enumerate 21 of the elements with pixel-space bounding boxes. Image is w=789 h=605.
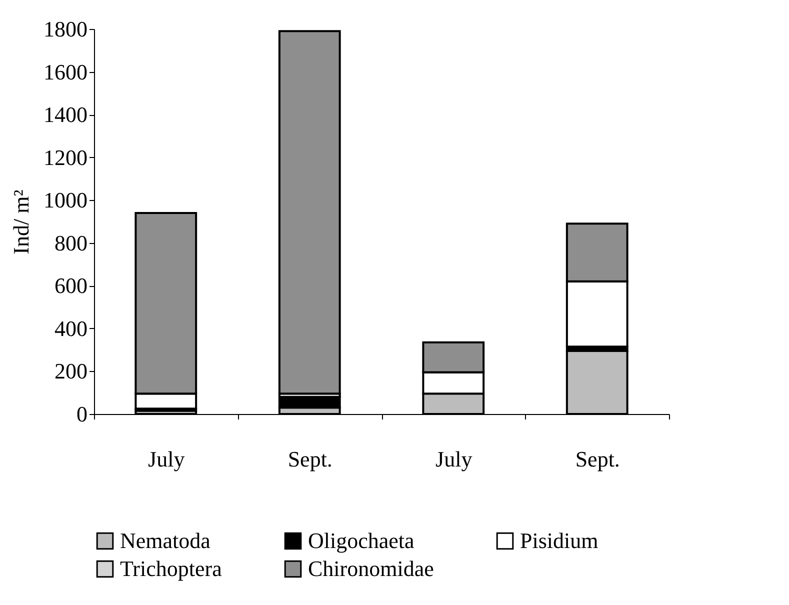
y-tick-label: 1200 [44, 144, 88, 170]
y-tick-label: 1400 [44, 102, 88, 128]
legend-label: Oligochaeta [308, 528, 415, 553]
y-tick-label: 600 [54, 273, 88, 298]
bar [278, 30, 341, 395]
y-tick-label: 800 [54, 230, 88, 256]
y-axis-title: Ind/ m² [8, 189, 34, 254]
y-tick-label: 200 [54, 358, 88, 384]
y-tick-label: 400 [54, 316, 88, 341]
x-tick-label: July [148, 446, 185, 472]
legend-label: Nematoda [120, 528, 211, 553]
x-tick-label: July [436, 446, 472, 472]
y-tick-label: 0 [76, 402, 88, 426]
legend-label: Pisidium [520, 528, 598, 553]
legend-label: Chironomidae [308, 556, 434, 581]
y-tick-label: 1600 [44, 59, 88, 84]
y-tick-label: 1000 [44, 188, 88, 213]
x-tick-label: Sept. [288, 446, 332, 472]
x-tick-label: Sept. [575, 446, 620, 472]
legend-label: Trichoptera [120, 556, 222, 581]
y-tick-label: 1800 [44, 16, 88, 42]
